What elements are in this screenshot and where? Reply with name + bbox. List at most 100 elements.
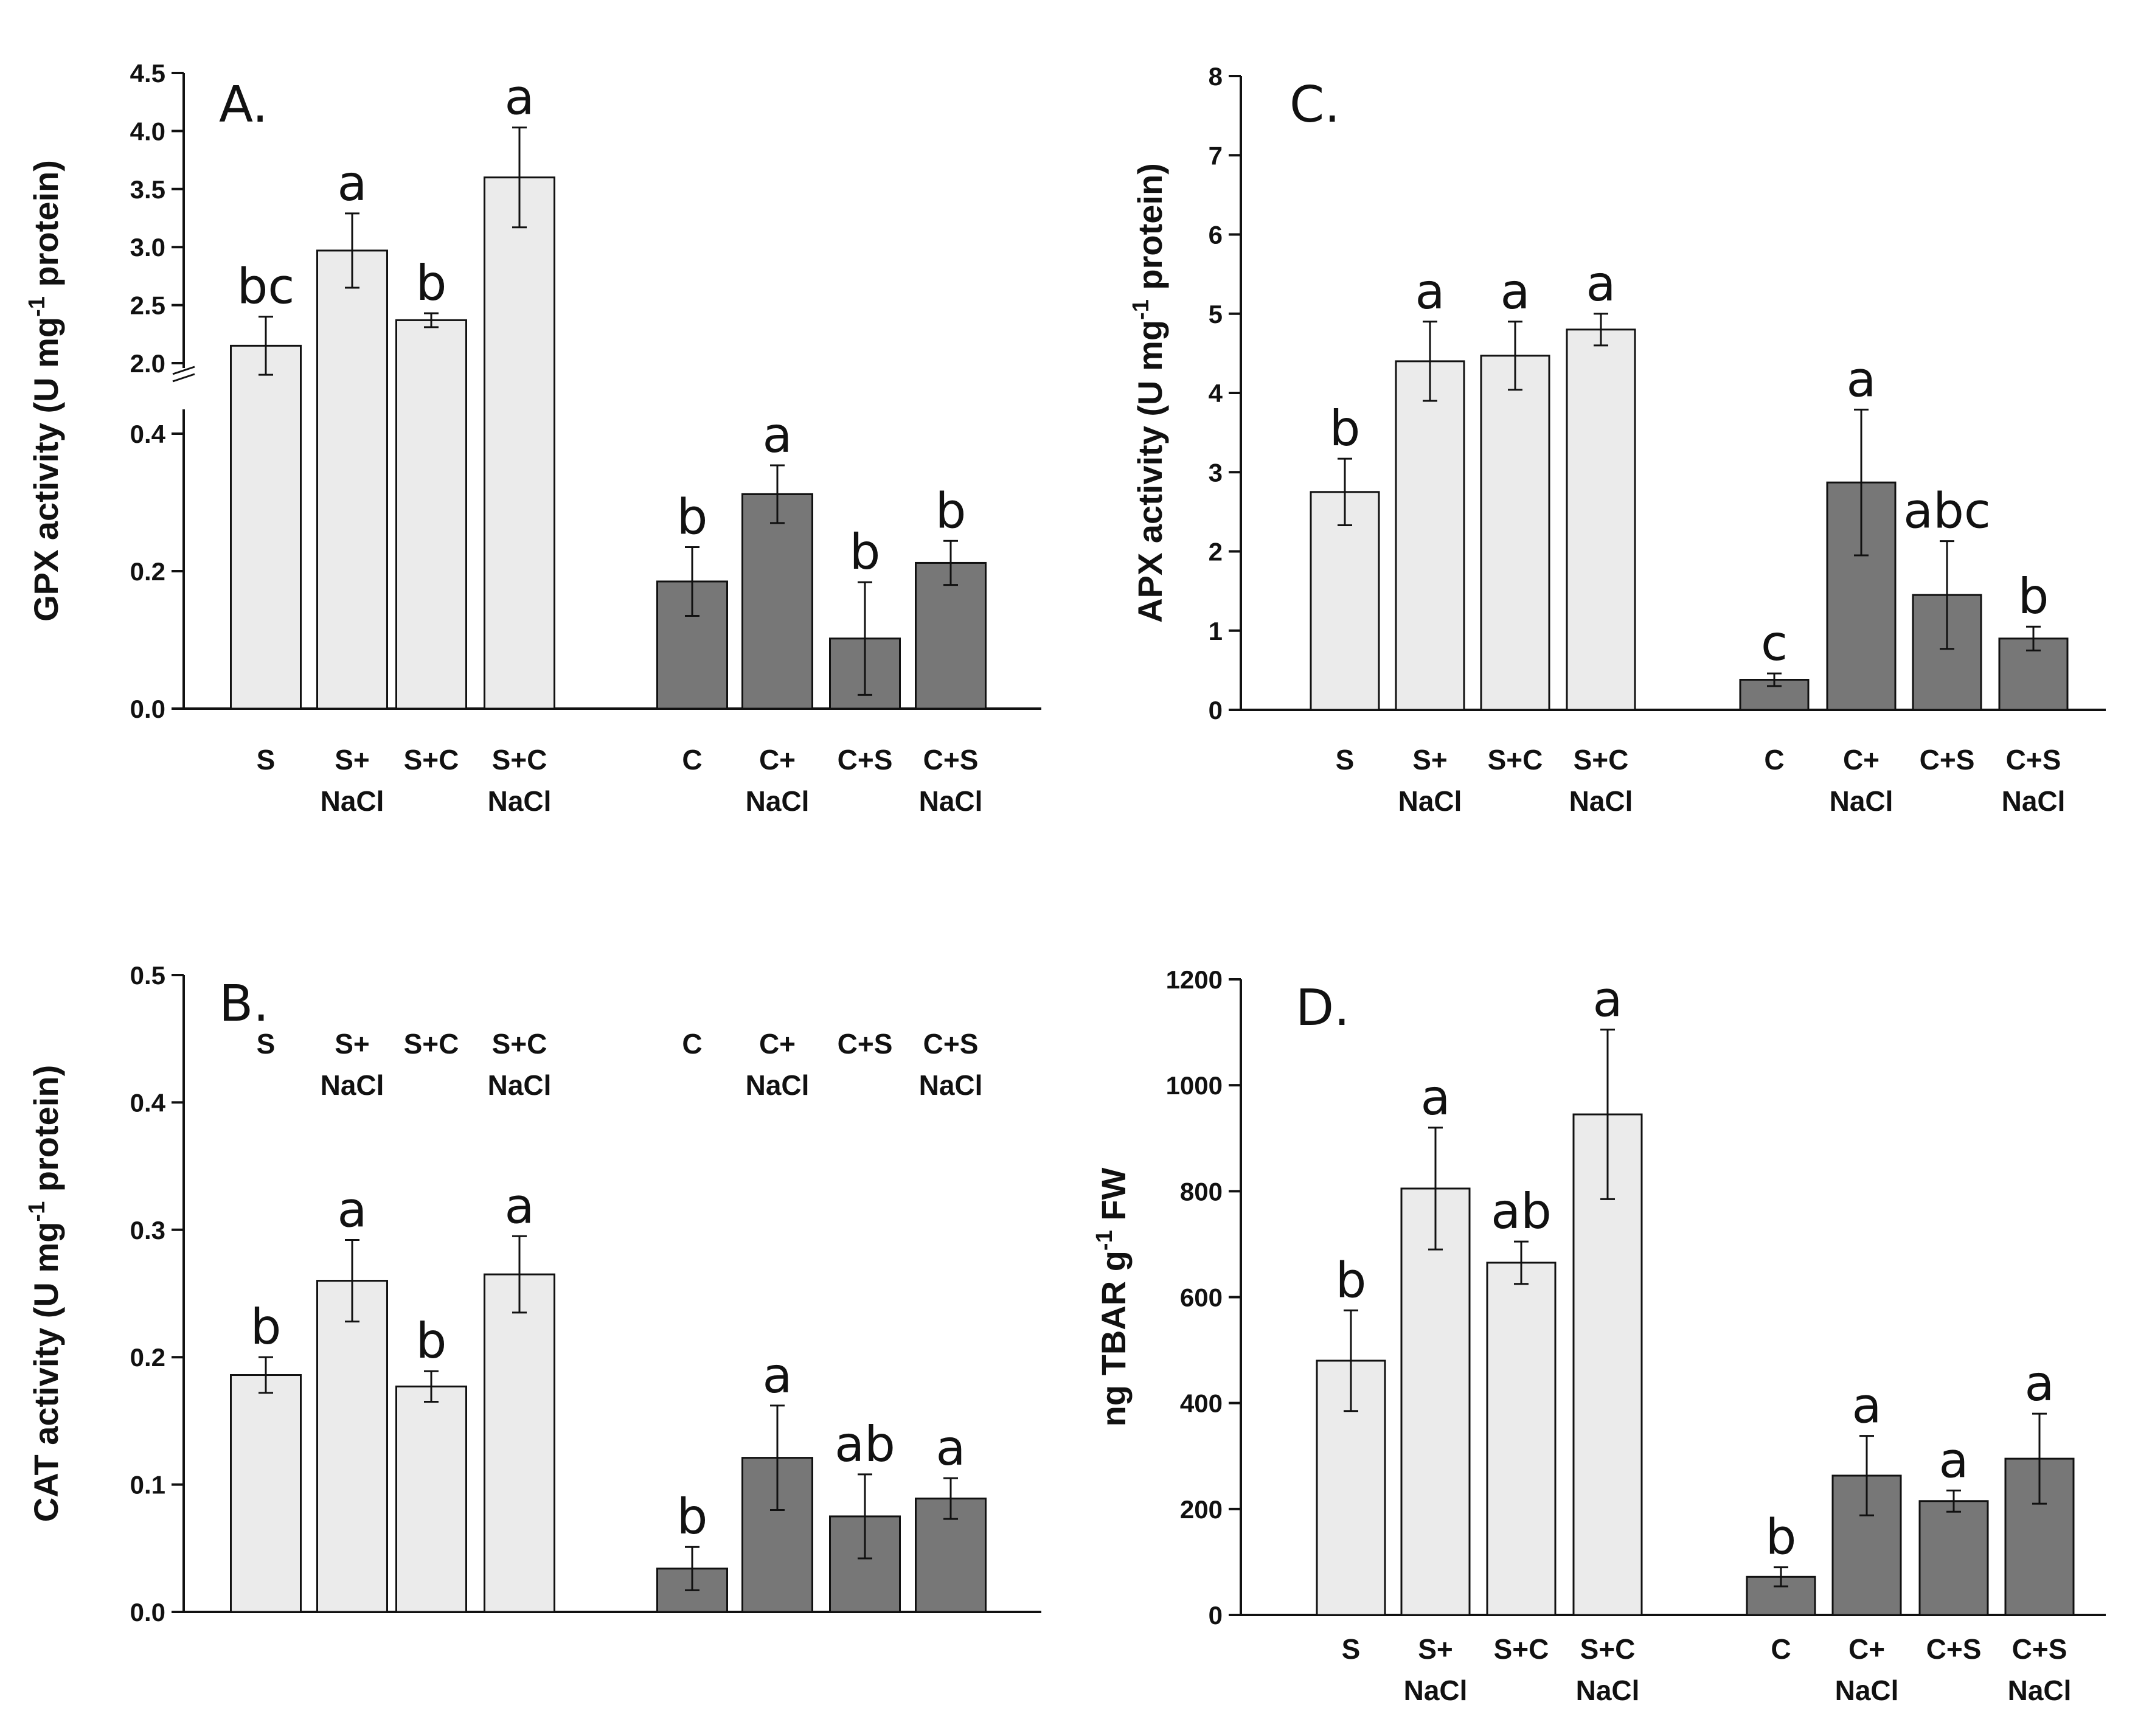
y-tick-label: 1 [1209, 617, 1223, 645]
significance-label: b [1330, 400, 1361, 457]
y-axis-title: ng TBAR g-1 FW [1092, 1168, 1133, 1427]
bar [1480, 355, 1550, 711]
x-tick-label: C+ NaCl [746, 744, 810, 817]
y-tick-label: 0.1 [130, 1471, 165, 1499]
significance-label: ab [835, 1416, 895, 1473]
x-tick-label: C+S [1920, 744, 1975, 776]
significance-label: a [1420, 1069, 1450, 1126]
y-tick-label: 7 [1209, 141, 1223, 170]
y-tick-label: 0.4 [130, 1088, 166, 1117]
y-tick-label: 2 [1209, 538, 1223, 566]
y-tick-label: 0.0 [130, 1598, 165, 1627]
significance-label: ab [1491, 1183, 1552, 1240]
bar [1918, 1500, 1989, 1616]
significance-label: b [251, 1299, 282, 1355]
x-tick-label: S+C NaCl [488, 1028, 552, 1101]
bar [1395, 360, 1465, 711]
y-tick-label: 4.5 [130, 59, 165, 88]
x-tick-label: S+C NaCl [1569, 744, 1633, 817]
y-tick-label: 8 [1209, 62, 1223, 91]
panel-label: D. [1296, 979, 1350, 1037]
bar [484, 176, 555, 710]
x-tick-label: C+S [838, 744, 893, 776]
x-tick-label: S+C [1494, 1633, 1549, 1665]
y-axis-title: APX activity (U mg-1 protein) [1128, 163, 1169, 623]
significance-label: a [504, 69, 534, 126]
y-tick-label: 1000 [1166, 1071, 1223, 1100]
significance-label: a [337, 155, 367, 212]
x-tick-label: C+S NaCl [2002, 744, 2066, 817]
y-tick-label: 0 [1209, 1601, 1223, 1630]
significance-label: b [1336, 1252, 1367, 1308]
significance-label: b [677, 488, 708, 545]
panel-label: C. [1289, 76, 1340, 134]
x-tick-label: S+ NaCl [321, 744, 384, 817]
bar [1486, 1262, 1557, 1616]
y-tick-label: 0.2 [130, 1343, 165, 1372]
x-tick-label: C+ NaCl [1830, 744, 1893, 817]
significance-label: b [416, 1313, 447, 1369]
bar [484, 1273, 555, 1613]
bar [741, 493, 813, 710]
bar [316, 249, 388, 710]
x-tick-label: S [1336, 744, 1355, 776]
x-tick-label: S+ NaCl [321, 1028, 384, 1101]
y-tick-label: 3.5 [130, 175, 165, 204]
x-tick-label: C [682, 744, 702, 776]
significance-label: b [2018, 568, 2049, 625]
x-tick-label: S+C [1488, 744, 1543, 776]
x-tick-label: C+S NaCl [919, 744, 983, 817]
bar [1310, 491, 1380, 711]
y-tick-label: 600 [1180, 1283, 1223, 1312]
significance-label: a [762, 407, 792, 464]
bar [316, 1280, 388, 1613]
y-tick-label: 4.0 [130, 117, 165, 145]
x-tick-label: C [1771, 1633, 1791, 1665]
bar [230, 344, 302, 710]
significance-label: a [1586, 255, 1616, 312]
y-tick-label: 2.0 [130, 349, 165, 378]
x-tick-label: C [1764, 744, 1784, 776]
x-tick-label: C+S [1926, 1633, 1982, 1665]
significance-label: a [1592, 971, 1622, 1028]
axis-break-mark [172, 373, 195, 383]
y-tick-label: 5 [1209, 300, 1223, 328]
x-tick-label: S [257, 1028, 276, 1060]
panel-label: A. [219, 76, 268, 134]
x-tick-label: C+S NaCl [919, 1028, 983, 1101]
significance-label: a [1939, 1432, 1968, 1488]
x-tick-label: C [682, 1028, 702, 1060]
significance-label: a [1846, 351, 1876, 408]
x-tick-label: C+ NaCl [746, 1028, 810, 1101]
significance-label: b [1766, 1509, 1797, 1566]
y-tick-label: 800 [1180, 1177, 1223, 1206]
y-tick-label: 0 [1209, 696, 1223, 724]
panel-b: 0.0 0.1 0.2 0.3 0.4 0.5 CAT activity (U mg-1 p… [24, 961, 1041, 1627]
x-tick-label: S+C NaCl [1576, 1633, 1640, 1706]
significance-label: a [935, 1420, 965, 1476]
y-tick-label: 2.5 [130, 291, 165, 320]
panel-a: 0.0 0.2 0.4 2.0 2.5 3.0 3.5 4.0 4.5 GPX activity … [24, 59, 1041, 817]
x-tick-label: S+ NaCl [1398, 744, 1462, 817]
y-tick-label: 3 [1209, 458, 1223, 487]
significance-label: a [2024, 1355, 2054, 1412]
bar [395, 1385, 467, 1613]
bar [1316, 1359, 1386, 1616]
axis-break-mark [172, 366, 195, 375]
significance-label: a [1852, 1378, 1881, 1434]
y-tick-label: 6 [1209, 221, 1223, 249]
significance-label: a [1500, 263, 1530, 320]
y-tick-label: 200 [1180, 1495, 1223, 1524]
bar [230, 1374, 302, 1613]
significance-label: b [416, 255, 447, 311]
significance-label: c [1761, 615, 1788, 672]
y-tick-label: 0.0 [130, 695, 165, 723]
bar [915, 561, 987, 710]
x-tick-label: S+C NaCl [488, 744, 552, 817]
y-tick-label: 400 [1180, 1389, 1223, 1418]
x-tick-label: S+ NaCl [1404, 1633, 1468, 1706]
panel-d: 0 200 400 600 800 1000 1200 ng TBAR g-1 FW D. b Sa… [1092, 965, 2106, 1706]
y-tick-label: 0.2 [130, 557, 165, 586]
significance-label: a [504, 1178, 534, 1234]
